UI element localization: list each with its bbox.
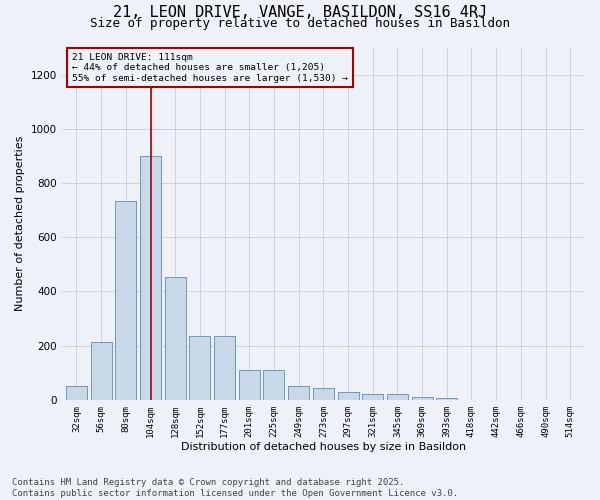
Bar bbox=[338, 392, 359, 400]
Bar bbox=[263, 370, 284, 400]
Text: Size of property relative to detached houses in Basildon: Size of property relative to detached ho… bbox=[90, 18, 510, 30]
Bar bbox=[239, 370, 260, 400]
Y-axis label: Number of detached properties: Number of detached properties bbox=[15, 136, 25, 312]
Bar bbox=[214, 336, 235, 400]
Bar bbox=[436, 398, 457, 400]
Text: 21 LEON DRIVE: 111sqm
← 44% of detached houses are smaller (1,205)
55% of semi-d: 21 LEON DRIVE: 111sqm ← 44% of detached … bbox=[72, 53, 348, 82]
Bar bbox=[66, 386, 87, 400]
Bar bbox=[288, 386, 309, 400]
X-axis label: Distribution of detached houses by size in Basildon: Distribution of detached houses by size … bbox=[181, 442, 466, 452]
Bar bbox=[190, 336, 211, 400]
Bar bbox=[115, 200, 136, 400]
Bar bbox=[165, 276, 186, 400]
Text: 21, LEON DRIVE, VANGE, BASILDON, SS16 4RJ: 21, LEON DRIVE, VANGE, BASILDON, SS16 4R… bbox=[113, 5, 487, 20]
Bar bbox=[362, 394, 383, 400]
Bar bbox=[313, 388, 334, 400]
Bar bbox=[140, 156, 161, 400]
Text: Contains HM Land Registry data © Crown copyright and database right 2025.
Contai: Contains HM Land Registry data © Crown c… bbox=[12, 478, 458, 498]
Bar bbox=[387, 394, 408, 400]
Bar bbox=[412, 397, 433, 400]
Bar bbox=[91, 342, 112, 400]
